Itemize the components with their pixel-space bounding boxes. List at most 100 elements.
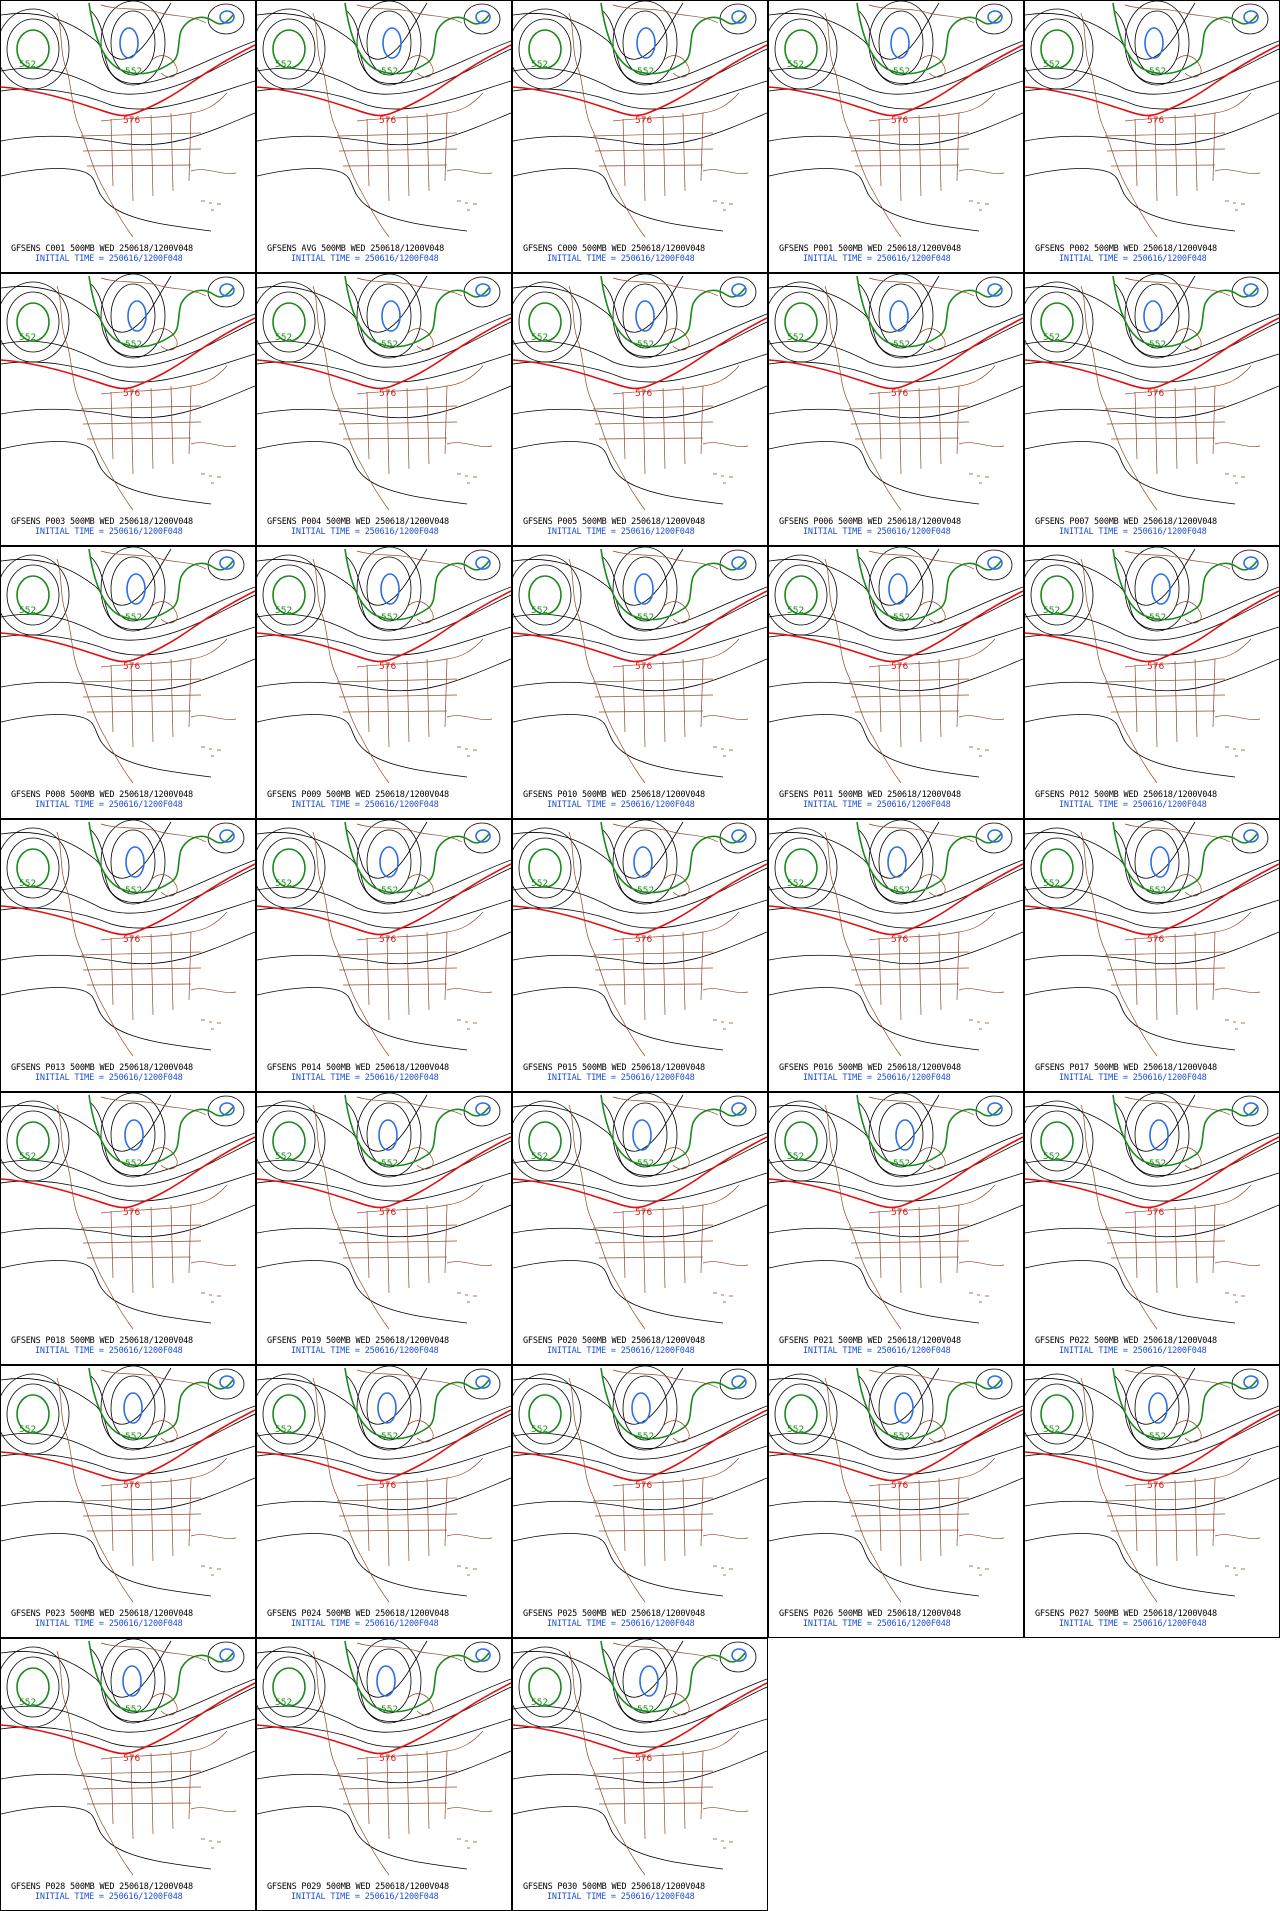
ensemble-map-panel[interactable]: 552 552 576 GFSENS P027 500MB WED 250618… (1024, 1365, 1280, 1638)
blue-low-contours (377, 1375, 491, 1424)
ensemble-map-panel[interactable]: 552 552 576 GFSENS P007 500MB WED 250618… (1024, 273, 1280, 546)
geography-lines (568, 550, 749, 784)
panel-title: GFSENS P024 500MB WED 250618/1200V048 (267, 1609, 449, 1619)
ensemble-map-panel[interactable]: 552 552 576 GFSENS P012 500MB WED 250618… (1024, 546, 1280, 819)
green-552-contours (272, 1640, 490, 1713)
contour-label-576: 576 (379, 1481, 396, 1491)
ensemble-map-panel[interactable]: 552 552 576 GFSENS P009 500MB WED 250618… (256, 546, 512, 819)
contour-label-552-central: 552 (125, 340, 142, 350)
ensemble-map-panel[interactable]: 552 552 576 GFSENS P020 500MB WED 250618… (512, 1092, 768, 1365)
contour-label-552-central: 552 (125, 1432, 142, 1442)
panel-title: GFSENS P023 500MB WED 250618/1200V048 (11, 1609, 193, 1619)
contour-label-576: 576 (1147, 662, 1164, 672)
panel-title: GFSENS P021 500MB WED 250618/1200V048 (779, 1336, 961, 1346)
green-552-contours (1040, 2, 1258, 75)
ensemble-map-panel[interactable]: 552 552 576 GFSENS P001 500MB WED 250618… (768, 0, 1024, 273)
black-contours (769, 1366, 1023, 1597)
contour-label-552-west: 552 (531, 333, 548, 343)
contour-label-552-west: 552 (1043, 1425, 1060, 1435)
panel-title: GFSENS P004 500MB WED 250618/1200V048 (267, 517, 449, 527)
contour-label-552-west: 552 (531, 1152, 548, 1162)
height-contour-map: 552 552 576 (1025, 820, 1279, 1057)
ensemble-map-panel[interactable]: 552 552 576 GFSENS P028 500MB WED 250618… (0, 1638, 256, 1911)
geography-lines (56, 277, 237, 511)
ensemble-map-panel[interactable]: 552 552 576 GFSENS P005 500MB WED 250618… (512, 273, 768, 546)
red-576-contour (1, 590, 255, 663)
contour-label-552-central: 552 (893, 340, 910, 350)
contour-label-552-west: 552 (19, 1425, 36, 1435)
ensemble-map-panel[interactable]: 552 552 576 GFSENS P024 500MB WED 250618… (256, 1365, 512, 1638)
geography-lines (312, 823, 493, 1057)
contour-label-576: 576 (123, 935, 140, 945)
ensemble-map-panel[interactable]: 552 552 576 GFSENS P026 500MB WED 250618… (768, 1365, 1024, 1638)
ensemble-map-panel[interactable]: 552 552 576 GFSENS P023 500MB WED 250618… (0, 1365, 256, 1638)
panel-title: GFSENS P022 500MB WED 250618/1200V048 (1035, 1336, 1217, 1346)
contour-label-552-central: 552 (381, 1705, 398, 1715)
red-576-contour (1, 1409, 255, 1482)
height-contour-map: 552 552 576 (1, 1093, 255, 1330)
blue-low-contours (376, 1648, 491, 1697)
contour-label-552-central: 552 (1149, 886, 1166, 896)
contour-label-552-central: 552 (637, 613, 654, 623)
geography-lines (824, 550, 1005, 784)
black-contours (1, 547, 255, 778)
ensemble-map-panel[interactable]: 552 552 576 GFSENS P006 500MB WED 250618… (768, 273, 1024, 546)
ensemble-map-panel[interactable]: 552 552 576 GFSENS P017 500MB WED 250618… (1024, 819, 1280, 1092)
ensemble-map-panel[interactable]: 552 552 576 GFSENS P003 500MB WED 250618… (0, 273, 256, 546)
ensemble-map-panel[interactable]: 552 552 576 GFSENS AVG 500MB WED 250618/… (256, 0, 512, 273)
ensemble-map-panel[interactable]: 552 552 576 GFSENS C001 500MB WED 250618… (0, 0, 256, 273)
geography-lines (1080, 1096, 1261, 1330)
geography-lines (312, 1369, 493, 1603)
height-contour-map: 552 552 576 (1025, 1366, 1279, 1603)
geography-lines (824, 277, 1005, 511)
geography-lines (312, 277, 493, 511)
blue-low-contours (633, 829, 747, 878)
red-576-contour (1, 1682, 255, 1755)
ensemble-map-panel[interactable]: 552 552 576 GFSENS P029 500MB WED 250618… (256, 1638, 512, 1911)
ensemble-map-panel[interactable]: 552 552 576 GFSENS P015 500MB WED 250618… (512, 819, 768, 1092)
blue-low-contours (124, 1102, 235, 1151)
ensemble-map-panel[interactable]: 552 552 576 GFSENS P019 500MB WED 250618… (256, 1092, 512, 1365)
green-552-contours (272, 821, 490, 894)
contour-label-552-west: 552 (1043, 879, 1060, 889)
blue-low-contours (894, 1375, 1003, 1424)
ensemble-map-panel[interactable]: 552 552 576 GFSENS P030 500MB WED 250618… (512, 1638, 768, 1911)
height-contour-map: 552 552 576 (513, 547, 767, 784)
ensemble-map-panel[interactable]: 552 552 576 GFSENS P021 500MB WED 250618… (768, 1092, 1024, 1365)
panel-title: GFSENS P028 500MB WED 250618/1200V048 (11, 1882, 193, 1892)
geography-lines (1080, 1369, 1261, 1603)
ensemble-map-panel[interactable]: 552 552 576 GFSENS P022 500MB WED 250618… (1024, 1092, 1280, 1365)
height-contour-map: 552 552 576 (513, 1, 767, 238)
ensemble-map-panel[interactable]: 552 552 576 GFSENS P011 500MB WED 250618… (768, 546, 1024, 819)
green-552-contours (272, 1367, 490, 1440)
panel-title: GFSENS P029 500MB WED 250618/1200V048 (267, 1882, 449, 1892)
contour-label-552-west: 552 (787, 333, 804, 343)
ensemble-map-panel[interactable]: 552 552 576 GFSENS P004 500MB WED 250618… (256, 273, 512, 546)
ensemble-map-panel[interactable]: 552 552 576 GFSENS P016 500MB WED 250618… (768, 819, 1024, 1092)
green-552-contours (784, 821, 1002, 894)
black-contours (257, 1, 511, 232)
ensemble-map-panel[interactable]: 552 552 576 GFSENS P008 500MB WED 250618… (0, 546, 256, 819)
red-576-contour (257, 1682, 511, 1755)
contour-label-552-central: 552 (1149, 67, 1166, 77)
black-contours (513, 1093, 767, 1324)
green-552-contours (1040, 1367, 1258, 1440)
ensemble-map-panel[interactable]: 552 552 576 GFSENS P013 500MB WED 250618… (0, 819, 256, 1092)
contour-label-576: 576 (891, 1481, 908, 1491)
ensemble-map-panel[interactable]: 552 552 576 GFSENS P014 500MB WED 250618… (256, 819, 512, 1092)
red-576-contour (513, 317, 767, 390)
ensemble-map-panel[interactable]: 552 552 576 GFSENS C000 500MB WED 250618… (512, 0, 768, 273)
panel-initial-time: INITIAL TIME = 250616/1200F048 (803, 1346, 951, 1356)
height-contour-map: 552 552 576 (1, 1639, 255, 1876)
ensemble-map-panel[interactable]: 552 552 576 GFSENS P018 500MB WED 250618… (0, 1092, 256, 1365)
contour-label-552-west: 552 (19, 879, 36, 889)
ensemble-map-panel[interactable]: 552 552 576 GFSENS P010 500MB WED 250618… (512, 546, 768, 819)
contour-label-576: 576 (635, 1754, 652, 1764)
blue-low-contours (379, 829, 491, 878)
panel-initial-time: INITIAL TIME = 250616/1200F048 (1059, 800, 1207, 810)
height-contour-map: 552 552 576 (1025, 274, 1279, 511)
ensemble-map-panel[interactable]: 552 552 576 GFSENS P025 500MB WED 250618… (512, 1365, 768, 1638)
ensemble-map-panel[interactable]: 552 552 576 GFSENS P002 500MB WED 250618… (1024, 0, 1280, 273)
black-contours (769, 820, 1023, 1051)
contour-label-552-central: 552 (125, 1159, 142, 1169)
